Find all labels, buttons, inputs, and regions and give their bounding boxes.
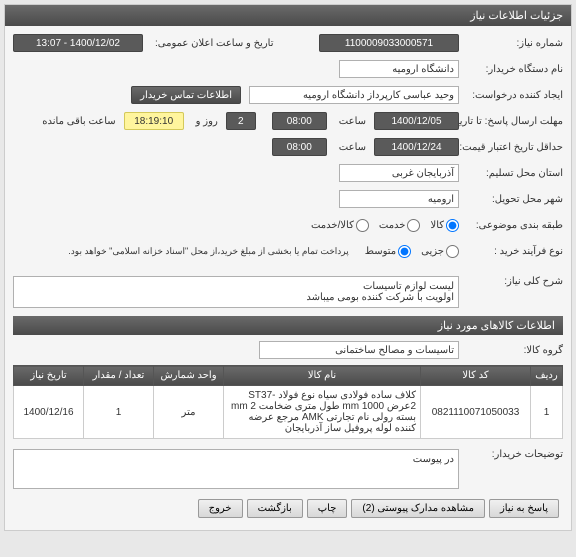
radio-medium-input[interactable] xyxy=(398,245,411,258)
group-value: تاسیسات و مصالح ساختمانی xyxy=(259,341,459,359)
radio-small[interactable]: جزیی xyxy=(421,245,459,258)
radio-service[interactable]: خدمت xyxy=(379,219,421,232)
exit-button[interactable]: خروج xyxy=(198,499,243,518)
hour-label-1: ساعت xyxy=(339,116,366,127)
remaining-time: 18:19:10 xyxy=(124,112,184,130)
overall-text: لیست لوازم تاسیسات اولویت با شرکت کننده … xyxy=(13,276,459,308)
radio-goods-input[interactable] xyxy=(446,219,459,232)
cell-name: کلاف ساده فولادی سیاه نوع فولاد ST37-2عر… xyxy=(224,386,421,439)
col-name: نام کالا xyxy=(224,366,421,386)
announce-date-label: تاریخ و ساعت اعلان عمومی: xyxy=(155,38,274,49)
buyer-notes-label: توضیحات خریدار: xyxy=(463,449,563,460)
validity-label: حداقل تاریخ اعتبار قیمت: تا تاریخ: xyxy=(463,142,563,153)
radio-goods-service-input[interactable] xyxy=(356,219,369,232)
province-value: آذربایجان غربی xyxy=(339,164,459,182)
cell-qty: 1 xyxy=(84,386,154,439)
need-no-value: 1100009033000571 xyxy=(319,34,459,52)
print-button[interactable]: چاپ xyxy=(307,499,348,518)
goods-section-title: اطلاعات کالاهای مورد نیاز xyxy=(13,316,563,335)
cell-name-text: کلاف ساده فولادی سیاه نوع فولاد ST37-2عر… xyxy=(231,390,416,434)
overall-label: شرح کلی نیاز: xyxy=(463,276,563,287)
buyer-org-label: نام دستگاه خریدار: xyxy=(463,64,563,75)
button-row: پاسخ به نیاز مشاهده مدارک پیوستی (2) چاپ… xyxy=(13,493,563,524)
province-label: استان محل تسلیم: xyxy=(463,168,563,179)
cell-code: 0821110071050033 xyxy=(421,386,531,439)
hour-label-2: ساعت xyxy=(339,142,366,153)
panel-header: جزئیات اطلاعات نیاز xyxy=(5,5,571,26)
radio-goods[interactable]: کالا xyxy=(430,219,459,232)
contact-info-button[interactable]: اطلاعات تماس خریدار xyxy=(131,86,241,104)
back-button[interactable]: بازگشت xyxy=(247,499,303,518)
col-code: کد کالا xyxy=(421,366,531,386)
col-qty: تعداد / مقدار xyxy=(84,366,154,386)
attachments-button[interactable]: مشاهده مدارک پیوستی (2) xyxy=(351,499,485,518)
requester-label: ایجاد کننده درخواست: xyxy=(463,90,563,101)
need-no-label: شماره نیاز: xyxy=(463,38,563,49)
form-area: شماره نیاز: 1100009033000571 تاریخ و ساع… xyxy=(5,26,571,530)
process-label: نوع فرآیند خرید : xyxy=(463,246,563,257)
col-date: تاریخ نیاز xyxy=(14,366,84,386)
city-value: ارومیه xyxy=(339,190,459,208)
table-row: 1 0821110071050033 کلاف ساده فولادی سیاه… xyxy=(14,386,563,439)
cell-row: 1 xyxy=(531,386,563,439)
remaining-suffix: ساعت باقی مانده xyxy=(42,116,115,127)
deadline-hour: 08:00 xyxy=(272,112,327,130)
announce-date-value: 1400/12/02 - 13:07 xyxy=(13,34,143,52)
validity-date: 1400/12/24 xyxy=(374,138,459,156)
subject-class-label: طبقه بندی موضوعی: xyxy=(463,220,563,231)
process-note: پرداخت تمام یا بخشی از مبلغ خرید،از محل … xyxy=(68,246,348,257)
details-panel: جزئیات اطلاعات نیاز شماره نیاز: 11000090… xyxy=(4,4,572,531)
buyer-org-value: دانشگاه ارومیه xyxy=(339,60,459,78)
deadline-label: مهلت ارسال پاسخ: تا تاریخ: xyxy=(463,116,563,127)
table-header-row: ردیف کد کالا نام کالا واحد شمارش تعداد /… xyxy=(14,366,563,386)
group-label: گروه کالا: xyxy=(463,345,563,356)
radio-service-input[interactable] xyxy=(407,219,420,232)
buyer-notes-box: در پیوست xyxy=(13,449,459,489)
day-label: روز و xyxy=(196,116,218,127)
reply-button[interactable]: پاسخ به نیاز xyxy=(489,499,559,518)
goods-table: ردیف کد کالا نام کالا واحد شمارش تعداد /… xyxy=(13,365,563,439)
subject-class-group: کالا خدمت کالا/خدمت xyxy=(311,219,459,232)
panel-title: جزئیات اطلاعات نیاز xyxy=(470,10,563,22)
requester-value: وحید عباسی کارپرداز دانشگاه ارومیه xyxy=(249,86,459,104)
buyer-notes-text: در پیوست xyxy=(413,454,454,465)
validity-hour: 08:00 xyxy=(272,138,327,156)
cell-date: 1400/12/16 xyxy=(14,386,84,439)
city-label: شهر محل تحویل: xyxy=(463,194,563,205)
cell-unit: متر xyxy=(154,386,224,439)
radio-medium[interactable]: متوسط xyxy=(365,245,411,258)
deadline-date: 1400/12/05 xyxy=(374,112,459,130)
col-unit: واحد شمارش xyxy=(154,366,224,386)
col-row: ردیف xyxy=(531,366,563,386)
radio-small-input[interactable] xyxy=(446,245,459,258)
radio-goods-service[interactable]: کالا/خدمت xyxy=(311,219,369,232)
remaining-days: 2 xyxy=(226,112,256,130)
process-group: جزیی متوسط xyxy=(365,245,459,258)
